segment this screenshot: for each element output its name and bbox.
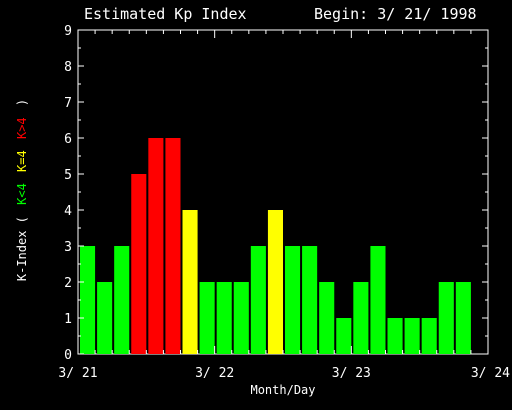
bars-group (80, 138, 471, 354)
x-tick-label-0: 3/ 21 (58, 366, 97, 381)
y-tick-label-9: 9 (64, 24, 72, 39)
y-axis-label-moderate: K=4 (15, 150, 29, 172)
y-tick-label-8: 8 (64, 60, 72, 75)
y-tick-label-7: 7 (64, 96, 72, 111)
y-tick-label-2: 2 (64, 276, 72, 291)
y-tick-label-4: 4 (64, 204, 72, 219)
x-axis-label: Month/Day (250, 383, 315, 397)
bar-21 (438, 282, 454, 354)
bar-9 (233, 282, 249, 354)
bar-14 (319, 282, 335, 354)
bar-2 (114, 246, 130, 354)
bar-10 (250, 246, 266, 354)
y-axis-label-suffix: ) (15, 99, 29, 106)
x-tick-label-1: 3/ 22 (195, 366, 234, 381)
y-axis-label-low: K<4 (15, 183, 29, 205)
bar-17 (370, 246, 386, 354)
y-axis-label-prefix: K-Index ( (15, 216, 29, 281)
chart-begin-date: Begin: 3/ 21/ 1998 (314, 5, 477, 23)
y-tick-label-5: 5 (64, 168, 72, 183)
bar-7 (199, 282, 215, 354)
bar-6 (182, 210, 198, 354)
bar-3 (131, 174, 147, 354)
bar-19 (404, 318, 420, 354)
x-tick-label-2: 3/ 23 (332, 366, 371, 381)
bar-22 (455, 282, 471, 354)
bar-11 (267, 210, 283, 354)
chart-title: Estimated Kp Index (84, 5, 247, 23)
y-tick-label-6: 6 (64, 132, 72, 147)
x-axis: 3/ 21 3/ 22 3/ 23 3/ 24 (58, 30, 510, 381)
bar-16 (353, 282, 369, 354)
bar-15 (336, 318, 352, 354)
y-axis: 0 1 2 3 4 5 6 7 8 9 (64, 24, 488, 363)
y-tick-label-1: 1 (64, 312, 72, 327)
bar-8 (216, 282, 232, 354)
bar-4 (148, 138, 164, 354)
bar-18 (387, 318, 403, 354)
y-tick-label-3: 3 (64, 240, 72, 255)
bar-13 (302, 246, 318, 354)
bar-12 (285, 246, 301, 354)
bar-0 (80, 246, 96, 354)
x-tick-label-3: 3/ 24 (471, 366, 510, 381)
bar-20 (421, 318, 437, 354)
y-tick-label-0: 0 (64, 348, 72, 363)
y-axis-label-high: K>4 (15, 117, 29, 139)
bar-5 (165, 138, 181, 354)
bar-1 (97, 282, 113, 354)
y-axis-label: K-Index ( K<4 K=4 K>4 ) (15, 99, 29, 281)
